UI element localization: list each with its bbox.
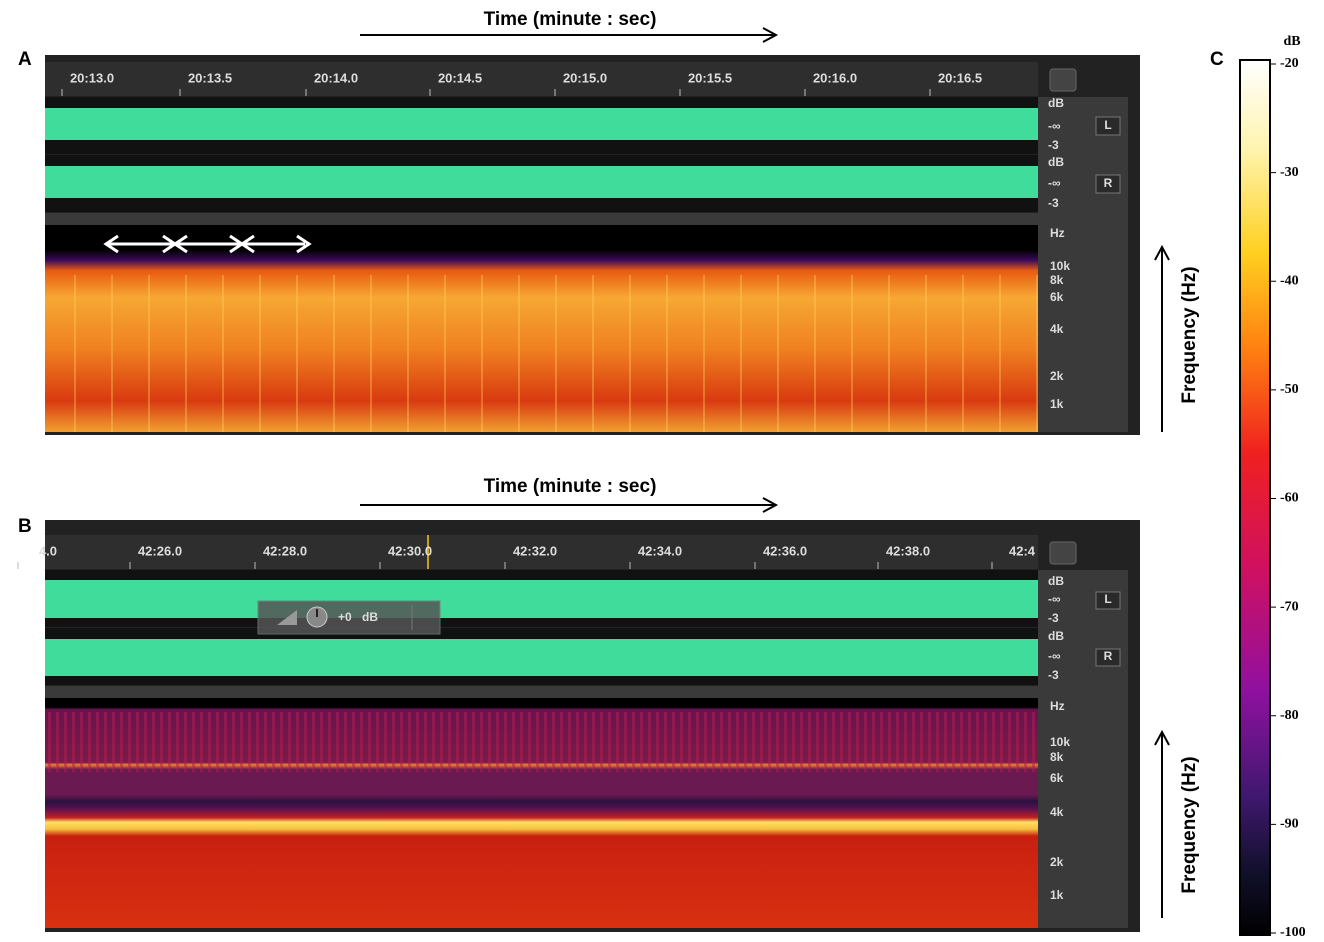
freq-tick-label: 10k [1050,259,1070,273]
axis-arrows [360,27,1170,918]
meter-strip [1038,570,1128,928]
channel-label: R [1104,176,1113,190]
colorbar-unit: dB [1283,34,1300,49]
axis-title: Time (minute : sec) [484,9,657,30]
meter-label: -3 [1048,611,1059,625]
colorbar-tick-label: -20 [1280,56,1299,71]
ruler [45,535,1038,569]
panel-a [45,55,1140,435]
colorbar-tick-label: -30 [1280,165,1299,180]
colorbar-tick-label: -60 [1280,491,1299,506]
headphone-button[interactable] [1049,541,1077,565]
time-tick-label: 20:16.0 [813,70,857,85]
axis-title: Frequency (Hz) [1179,266,1200,403]
time-tick-label: 20:14.5 [438,70,482,85]
panel-label: C [1210,49,1224,70]
freq-unit: Hz [1050,699,1065,713]
channel-button[interactable] [1095,116,1121,136]
freq-tick-label: 6k [1050,771,1064,785]
time-tick-label: 42:36.0 [763,543,807,558]
meter-label: -∞ [1048,176,1061,190]
time-tick-label: 20:15.0 [563,70,607,85]
colorbar-tick-label: -90 [1280,817,1299,832]
freq-tick-label: 2k [1050,855,1064,869]
time-tick-label: 20:14.0 [314,70,358,85]
meter-label: -∞ [1048,649,1061,663]
time-tick-label: 20:13.5 [188,70,232,85]
freq-tick-label: 8k [1050,273,1064,287]
freq-unit: Hz [1050,226,1065,240]
interval-arrows [103,234,312,254]
freq-tick-label: 2k [1050,369,1064,383]
spectrogram-texture [45,275,1038,432]
colorbar-tick-label: -40 [1280,273,1299,288]
time-tick-label: 42:28.0 [263,543,307,558]
freq-tick-label: 4k [1050,322,1064,336]
waveform-l [45,108,1038,140]
freq-tick-label: 6k [1050,290,1064,304]
channel-label: L [1104,118,1111,132]
panel-label: A [18,49,32,70]
channel-button[interactable] [1095,648,1121,667]
spectrogram-texture [45,712,1038,772]
meter-label: dB [1048,96,1064,110]
time-tick-label: 42:32.0 [513,543,557,558]
colorbar-ticks: -20 -30 -40 -50 -60 -70 -80 -90 -100 [1270,56,1306,940]
panel-label: B [18,516,32,537]
waveform-r [45,166,1038,198]
meter-label: -∞ [1048,592,1061,606]
channel-button[interactable] [1095,591,1121,610]
time-tick-label: 20:13.0 [70,70,114,85]
time-tick-label: 42:34.0 [638,543,682,558]
divider [45,686,1128,698]
colorbar-tick-label: -70 [1280,599,1299,614]
time-tick-label: 20:15.5 [688,70,732,85]
colorbar-tick-label: -100 [1280,925,1306,940]
colorbar-tick-label: -50 [1280,382,1299,397]
gain-hud[interactable] [257,600,441,635]
colorbar [1239,59,1271,936]
time-tick-label: 42:38.0 [886,543,930,558]
time-tick-label: 20:16.5 [938,70,982,85]
channel-label: R [1104,649,1113,663]
channel-button[interactable] [1095,174,1121,194]
freq-tick-label: 1k [1050,888,1064,902]
ruler [45,62,1038,96]
axis-title: Time (minute : sec) [484,476,657,497]
meter-strip [1038,97,1128,432]
meter-label: -3 [1048,196,1059,210]
time-tick-label: 42:26.0 [138,543,182,558]
freq-tick-label: 4k [1050,805,1064,819]
waveform-r [45,639,1038,676]
freq-tick-label: 8k [1050,750,1064,764]
freq-tick-label: 1k [1050,397,1064,411]
freq-tick-label: 10k [1050,735,1070,749]
gain-value: +0 [338,610,352,624]
gain-unit: dB [362,610,378,624]
meter-label: -3 [1048,668,1059,682]
panel-b [45,520,1140,932]
waveform-l [45,580,1038,618]
meter-label: -3 [1048,138,1059,152]
meter-label: dB [1048,574,1064,588]
meter-label: dB [1048,155,1064,169]
axis-title: Frequency (Hz) [1179,756,1200,893]
time-tick-label: 4.0 [39,543,57,558]
channel-label: L [1104,592,1111,606]
time-tick-label: 42:4 [1009,543,1036,558]
time-tick-label: 42:30.0 [388,543,432,558]
colorbar-tick-label: -80 [1280,708,1299,723]
headphone-button[interactable] [1049,68,1077,92]
meter-label: dB [1048,629,1064,643]
divider [45,213,1128,225]
meter-label: -∞ [1048,119,1061,133]
